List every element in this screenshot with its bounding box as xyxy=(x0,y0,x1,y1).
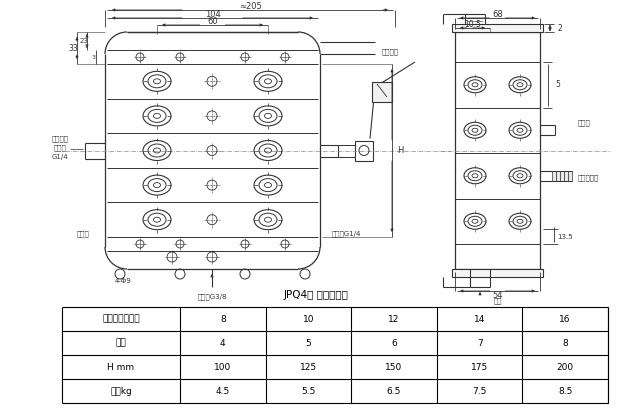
Text: 超压指示器: 超压指示器 xyxy=(578,174,599,181)
Text: 出油口: 出油口 xyxy=(578,119,591,126)
Text: 5: 5 xyxy=(306,339,311,347)
Text: H mm: H mm xyxy=(108,362,135,372)
Bar xyxy=(455,32,540,269)
Bar xyxy=(556,171,560,181)
Text: 200: 200 xyxy=(556,362,573,372)
Text: 控制管路: 控制管路 xyxy=(51,135,68,142)
Text: 33: 33 xyxy=(68,43,78,53)
Text: 7.5: 7.5 xyxy=(472,387,487,395)
Text: 10.5: 10.5 xyxy=(465,20,482,28)
Text: 16: 16 xyxy=(560,314,571,324)
Text: 6: 6 xyxy=(391,339,397,347)
Text: 14: 14 xyxy=(474,314,486,324)
Text: 8.5: 8.5 xyxy=(558,387,572,395)
Text: 8: 8 xyxy=(220,314,226,324)
Text: 进油口G3/8: 进油口G3/8 xyxy=(197,294,227,300)
Text: 104: 104 xyxy=(204,10,220,18)
Text: H: H xyxy=(397,146,403,155)
Bar xyxy=(560,171,564,181)
Bar xyxy=(552,171,556,181)
Text: 100: 100 xyxy=(214,362,232,372)
Bar xyxy=(452,24,543,32)
Text: 125: 125 xyxy=(300,362,317,372)
Bar xyxy=(452,269,543,277)
Text: 重量kg: 重量kg xyxy=(110,387,132,395)
Text: 4: 4 xyxy=(220,339,225,347)
Text: 3: 3 xyxy=(92,55,96,60)
Text: 6.5: 6.5 xyxy=(387,387,401,395)
Text: G1/4: G1/4 xyxy=(52,153,68,159)
Text: 68: 68 xyxy=(492,10,503,18)
Text: 175: 175 xyxy=(471,362,488,372)
Text: 12: 12 xyxy=(388,314,399,324)
Text: ≈205: ≈205 xyxy=(239,2,261,10)
Text: JPQ4型 型式及尺寸: JPQ4型 型式及尺寸 xyxy=(284,290,348,300)
Text: 2: 2 xyxy=(557,23,561,33)
Text: 60: 60 xyxy=(207,17,218,25)
Text: 8: 8 xyxy=(562,339,568,347)
Text: 片数: 片数 xyxy=(116,339,127,347)
Text: 54: 54 xyxy=(492,291,503,301)
Text: 出油口: 出油口 xyxy=(77,231,89,237)
Text: 4-Φ9: 4-Φ9 xyxy=(115,278,132,284)
Bar xyxy=(355,141,373,161)
Bar xyxy=(372,82,392,102)
Text: 进口: 进口 xyxy=(493,298,502,304)
Text: 出油口G1/4: 出油口G1/4 xyxy=(332,231,361,237)
Text: 进油口: 进油口 xyxy=(54,144,66,151)
Text: 限位开关: 限位开关 xyxy=(382,49,399,55)
Text: 5.5: 5.5 xyxy=(301,387,316,395)
Text: 4.5: 4.5 xyxy=(216,387,230,395)
Text: 5: 5 xyxy=(555,80,560,89)
Text: 23: 23 xyxy=(80,38,89,44)
Bar xyxy=(564,171,568,181)
Text: 出油口数（个）: 出油口数（个） xyxy=(102,314,140,324)
Bar xyxy=(568,171,572,181)
Text: 150: 150 xyxy=(385,362,403,372)
Text: 13.5: 13.5 xyxy=(557,234,573,240)
Text: 10: 10 xyxy=(303,314,314,324)
Text: 7: 7 xyxy=(477,339,482,347)
